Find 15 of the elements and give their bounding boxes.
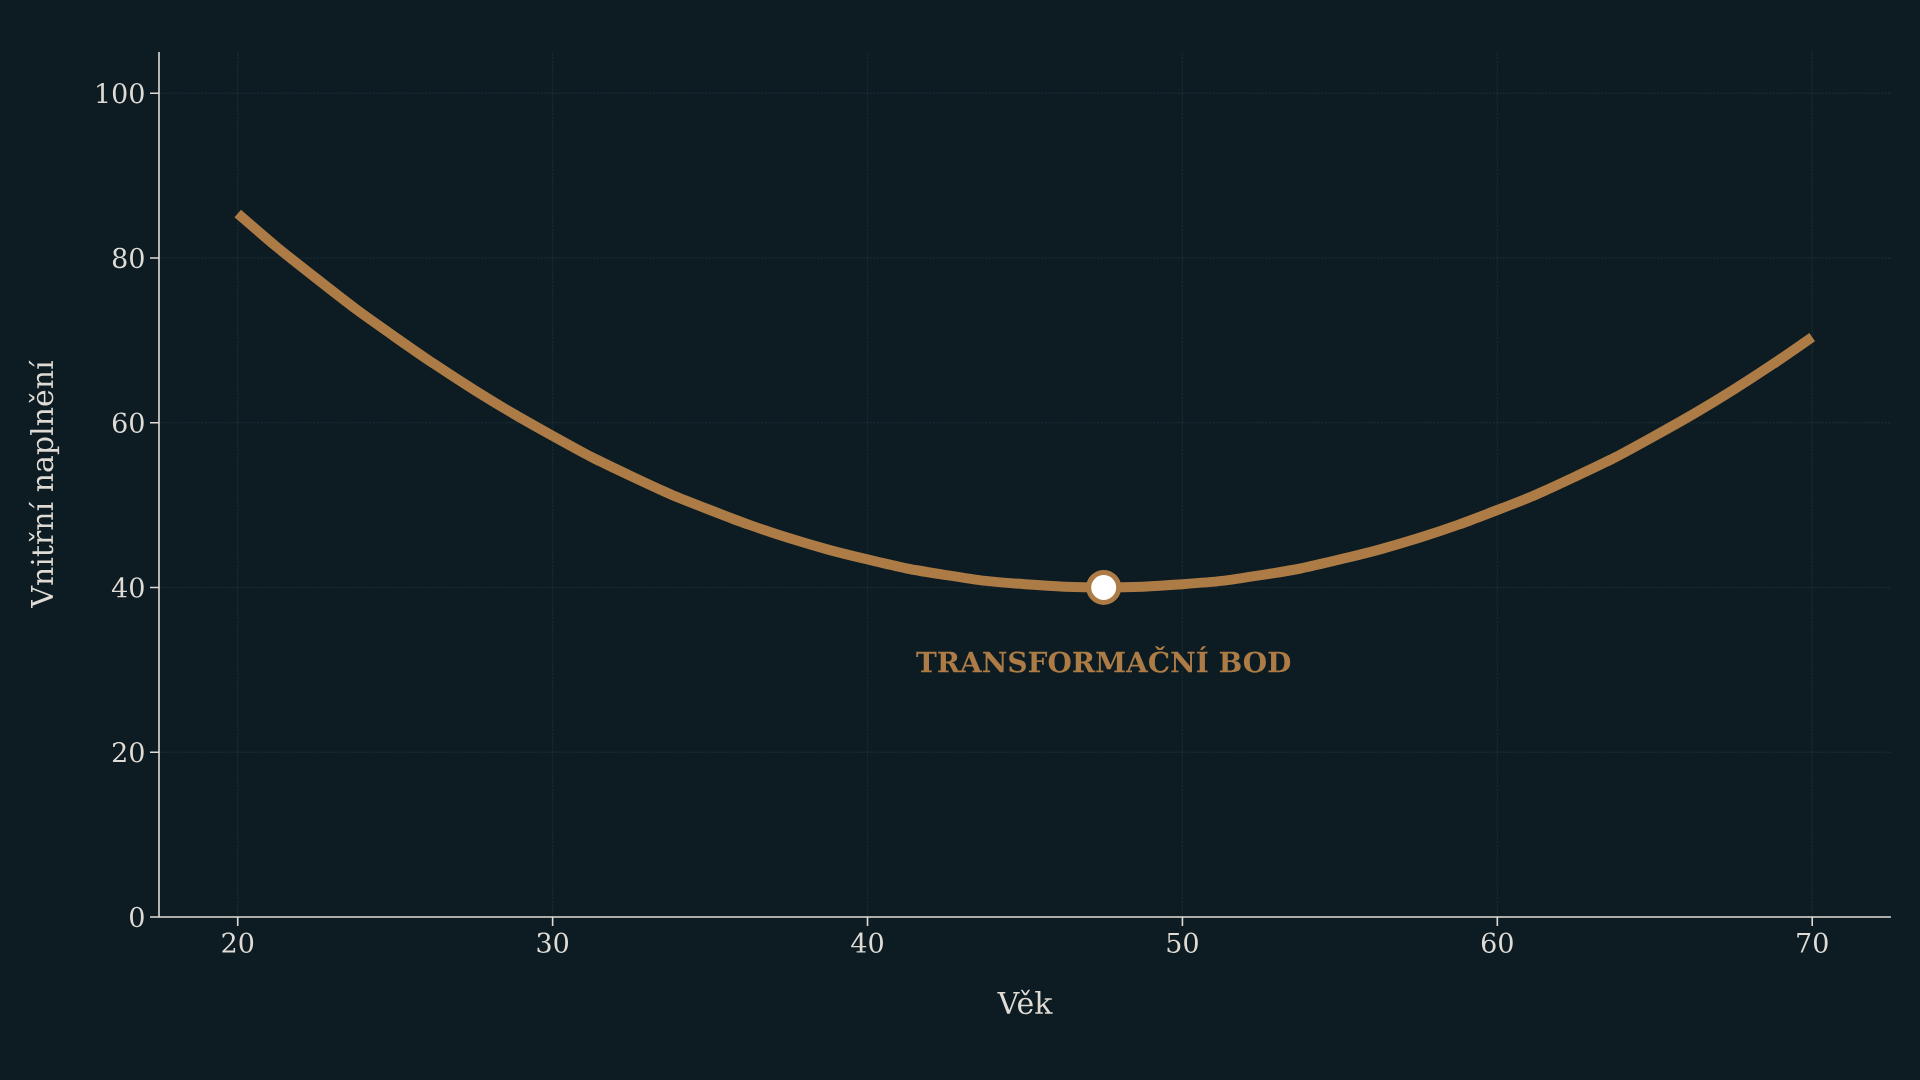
x-tick-label: 50 bbox=[1167, 932, 1198, 953]
x-tick-label: 70 bbox=[1797, 932, 1828, 953]
y-tick-label: 40 bbox=[111, 577, 144, 598]
x-tick-label: 20 bbox=[222, 932, 254, 953]
y-tick-label: 20 bbox=[112, 742, 144, 763]
x-axis-title: Věk bbox=[997, 989, 1053, 1015]
y-tick-label: 80 bbox=[112, 247, 144, 269]
y-tick-label: 100 bbox=[97, 82, 144, 104]
annotation: TRANSFORMAČNÍ BOD bbox=[916, 646, 1291, 673]
x-tick-label: 40 bbox=[851, 932, 883, 953]
y-axis-title: Vnitřní naplnění bbox=[28, 360, 60, 609]
x-tick-label: 60 bbox=[1481, 932, 1513, 953]
y-tick-label: 0 bbox=[130, 906, 144, 928]
y-tick-label: 60 bbox=[112, 412, 144, 433]
x-tick-label: 30 bbox=[537, 932, 569, 953]
